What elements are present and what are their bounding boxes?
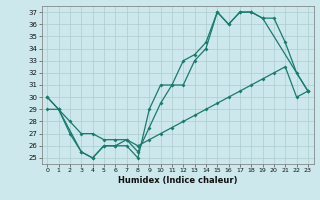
X-axis label: Humidex (Indice chaleur): Humidex (Indice chaleur) — [118, 176, 237, 185]
